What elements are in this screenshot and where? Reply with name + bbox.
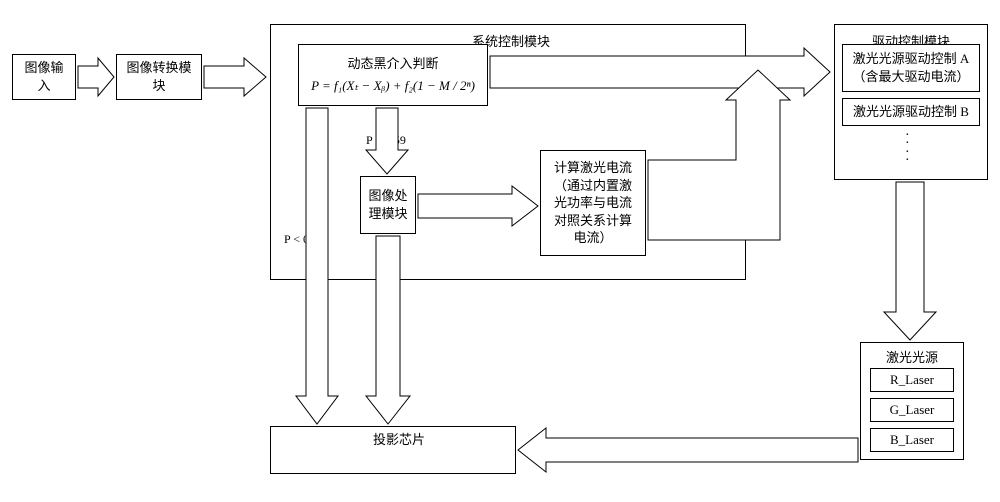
arrows-layer [0,0,1000,502]
arrow-dynblack-to-projchip [296,108,338,424]
arrow-system-to-drive-top [490,48,830,96]
arrow-drive-to-laser [884,182,936,340]
arrow-dynblack-to-imgproc [366,108,408,174]
arrow-convert-to-system [204,58,266,96]
arrow-laser-to-projchip [518,428,858,472]
arrow-calccurrent-to-drive [648,70,790,240]
arrow-input-to-convert [78,58,114,96]
arrow-imgproc-to-calccurrent [418,186,538,226]
arrow-imgproc-to-projchip [366,236,410,424]
